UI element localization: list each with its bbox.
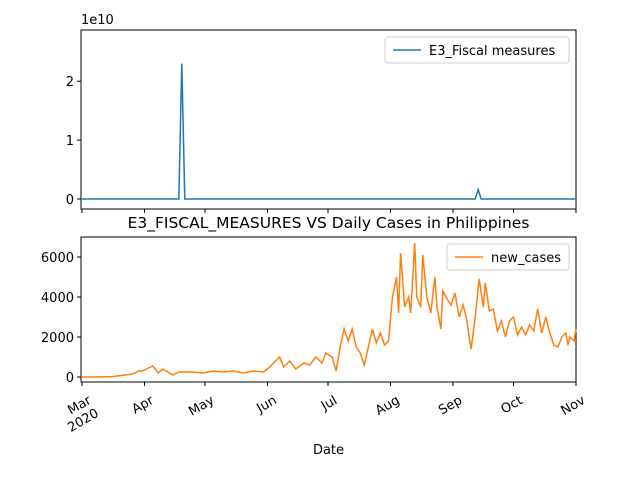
data-line	[82, 242, 577, 378]
y-tick-label: 2	[66, 75, 74, 90]
x-tick-label: Apr	[130, 393, 158, 418]
legend-box	[446, 243, 570, 271]
x-tick-label: Mar2020	[58, 393, 102, 436]
x-tick-label: Nov	[559, 393, 589, 419]
axis-offset-label: 1e10	[81, 13, 114, 28]
y-tick-label: 1	[66, 134, 74, 149]
y-tick-label: 0	[66, 371, 74, 386]
data-line	[82, 63, 576, 200]
plot-frame	[80, 236, 577, 383]
y-tick-label: 6000	[41, 251, 74, 266]
x-tick-label: May	[186, 393, 217, 420]
x-tick-label: Aug	[373, 393, 402, 419]
x-tick-label: Oct	[499, 393, 526, 417]
y-tick-label: 2000	[41, 331, 74, 346]
legend-label: new_cases	[491, 251, 561, 266]
x-tick-label: Jul	[318, 393, 340, 414]
legend-label: E3_Fiscal measures	[429, 44, 555, 59]
x-tick-label: Jun	[254, 393, 280, 417]
y-tick-label: 4000	[41, 291, 74, 306]
y-tick-label: 0	[66, 193, 74, 208]
chart-title: E3_FISCAL_MEASURES VS Daily Cases in Phi…	[128, 214, 530, 233]
plot-frame	[80, 29, 577, 210]
x-tick-label: Sep	[436, 393, 465, 418]
legend-box	[384, 36, 570, 64]
x-axis-label: Date	[313, 443, 344, 458]
